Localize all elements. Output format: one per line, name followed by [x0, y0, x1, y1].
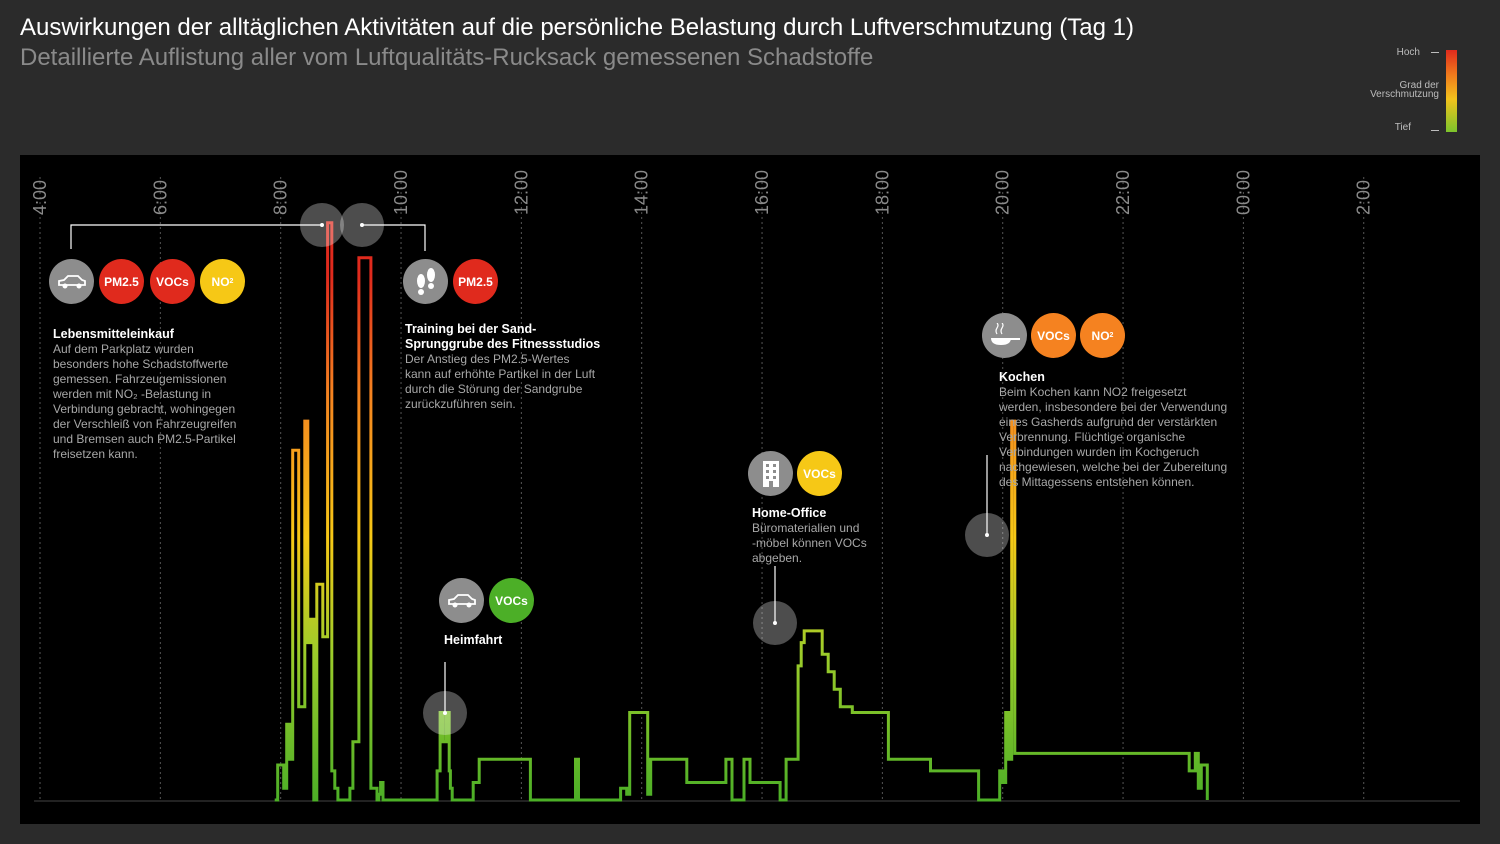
shopping-note-line: der Verschleiß von Fahrzeugreifen: [53, 417, 237, 431]
x-tick-label: 12:00: [511, 170, 531, 215]
cooking-no2-badge: NO 2: [1080, 313, 1125, 358]
training-title-1: Training bei der Sand-: [405, 322, 537, 336]
office-note: Home-Office Büromaterialien und -möbel k…: [752, 506, 892, 566]
peak-dot-office: [773, 621, 777, 625]
x-tick-label: 4:00: [30, 180, 50, 215]
office-note-line: abgeben.: [752, 551, 803, 565]
shopping-note: Lebensmitteleinkauf Auf dem Parkplatz wu…: [53, 327, 253, 462]
shopping-pm25-badge: PM2.5: [99, 259, 144, 304]
cooking-note-line: eines Gasherds aufgrund der verstärkten: [999, 415, 1218, 429]
no2-text: NO: [1091, 328, 1110, 343]
shopping-note-line: Verbindung gebracht, wohingegen: [53, 402, 236, 416]
car-icon: [57, 274, 86, 288]
training-note-line: kann auf erhöhte Partikel in der Luft: [405, 367, 596, 381]
legend-color-bar: [1446, 50, 1457, 132]
pollution-series-line: [274, 221, 1209, 802]
page-subtitle: Detaillierte Auflistung aller vom Luftqu…: [20, 44, 874, 71]
x-tick-label: 22:00: [1113, 170, 1133, 215]
shopping-car-badge: [49, 259, 94, 304]
training-note: Training bei der Sand- Sprunggrube des F…: [405, 322, 625, 412]
x-tick-label: 16:00: [752, 170, 772, 215]
commute-car-badge: [439, 578, 484, 623]
cooking-note-line: Verbindungen wurden im Kochgeruch: [999, 445, 1200, 459]
office-building-badge: [748, 451, 793, 496]
no2-subscript: 2: [1109, 332, 1114, 339]
legend-low-label: Tief: [1394, 122, 1411, 133]
cooking-note-line: nachgewiesen, welche bei der Zubereitung: [999, 460, 1228, 474]
x-tick-label: 00:00: [1233, 170, 1253, 215]
peak-dot-commute: [443, 711, 447, 715]
shopping-title: Lebensmitteleinkauf: [53, 327, 174, 341]
cooking-vocs-badge: VOCs: [1031, 313, 1076, 358]
legend-high-label: Hoch: [1396, 47, 1420, 58]
footprints-icon: [416, 267, 435, 295]
office-title: Home-Office: [752, 506, 827, 520]
x-tick-label: 10:00: [391, 170, 411, 215]
x-tick-label: 20:00: [993, 170, 1013, 215]
pan-icon: [990, 322, 1020, 345]
x-tick-label: 18:00: [872, 170, 892, 215]
cooking-note-line: Verbrennung. Flüchtige organische: [999, 430, 1186, 444]
x-tick-label: 2:00: [1354, 180, 1374, 215]
commute-title: Heimfahrt: [444, 633, 503, 647]
legend-tick-high: [1431, 52, 1439, 53]
shopping-note-line: gemessen. Fahrzeugemissionen: [53, 372, 227, 386]
annotation-connectors: [70, 224, 988, 713]
shopping-note-line: und Bremsen auch PM2.5-Partikel: [53, 432, 236, 446]
chart-svg: 4:00 6:00 8:00 10:00 12:00 14:00 16:00 18:00 20:…: [30, 170, 1460, 802]
training-title-2: Sprunggrube des Fitnessstudios: [405, 337, 601, 351]
shopping-note-line: Auf dem Parkplatz wurden: [53, 342, 194, 356]
shopping-connector: [70, 224, 322, 249]
car-icon: [447, 593, 476, 607]
cooking-note-line: des Mittagessens entstehen können.: [999, 475, 1195, 489]
x-tick-label: 6:00: [150, 180, 170, 215]
office-note-line: Büromaterialien und: [752, 521, 860, 535]
training-footprints-badge: [403, 259, 448, 304]
cooking-title: Kochen: [999, 370, 1045, 384]
cooking-note: Kochen Beim Kochen kann NO2 freigesetzt …: [999, 370, 1249, 490]
shopping-note-line: freisetzen kann.: [53, 447, 138, 461]
building-icon: [762, 460, 779, 487]
legend-mid-label-1: Grad der: [1399, 80, 1439, 91]
office-note-line: -möbel können VOCs: [752, 536, 867, 550]
legend-mid-label-2: Verschmutzung: [1370, 89, 1439, 100]
cooking-pan-badge: [982, 313, 1027, 358]
x-tick-label: 14:00: [632, 170, 652, 215]
no2-text: NO: [211, 274, 230, 289]
shopping-note-line: werden mit NO₂ -Belastung in: [53, 387, 212, 401]
chart-panel: 4:00 6:00 8:00 10:00 12:00 14:00 16:00 18:00 20:…: [20, 155, 1480, 824]
training-note-line: zurückzuführen sein.: [405, 397, 516, 411]
page-title: Auswirkungen der alltäglichen Aktivitäte…: [20, 14, 1134, 41]
commute-vocs-badge: VOCs: [489, 578, 534, 623]
peak-dot-cooking: [985, 533, 989, 537]
training-pm25-badge: PM2.5: [453, 259, 498, 304]
cooking-note-line: werden, insbesondere bei der Verwendung: [999, 400, 1228, 414]
office-vocs-badge: VOCs: [797, 451, 842, 496]
legend-tick-low: [1431, 130, 1439, 131]
training-connector: [362, 224, 426, 251]
no2-subscript: 2: [229, 278, 234, 285]
cooking-note-line: Beim Kochen kann NO2 freigesetzt: [999, 385, 1187, 399]
shopping-note-line: besonders hohe Schadstoffwerte: [53, 357, 229, 371]
peak-dot-shopping: [320, 223, 324, 227]
training-note-line: Der Anstieg des PM2.5-Wertes: [405, 352, 570, 366]
shopping-vocs-badge: VOCs: [150, 259, 195, 304]
training-note-line: durch die Störung der Sandgrube: [405, 382, 583, 396]
peak-dot-training: [360, 223, 364, 227]
x-tick-label: 8:00: [271, 180, 291, 215]
shopping-no2-badge: NO 2: [200, 259, 245, 304]
peak-markers: [300, 203, 1009, 735]
